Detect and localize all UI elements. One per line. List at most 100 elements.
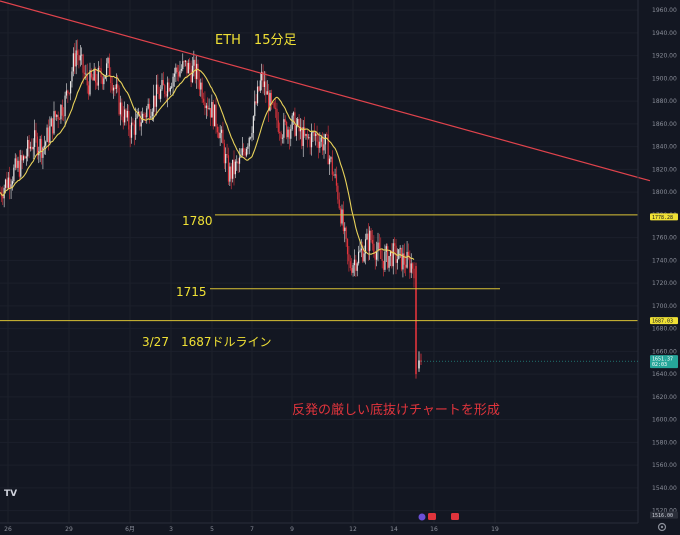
x-tick-label: 3 — [169, 526, 173, 533]
candle-body — [99, 67, 101, 69]
candle-body — [155, 84, 158, 107]
candle-body — [319, 141, 321, 148]
candle-body — [136, 113, 138, 119]
candle-body — [93, 68, 95, 81]
candle-body — [158, 93, 160, 99]
candle-body — [349, 261, 351, 269]
x-tick-label: 6月 — [125, 526, 135, 533]
calendar-event-icon[interactable] — [451, 513, 459, 520]
x-tick-label: 19 — [491, 526, 499, 533]
candle-body — [237, 161, 239, 164]
candle-body — [154, 95, 156, 107]
candle-body — [184, 60, 187, 62]
candle-body — [261, 71, 263, 81]
moving-average-line — [0, 68, 415, 261]
candle-body — [348, 254, 350, 262]
candle-body — [122, 116, 124, 123]
candle-body — [353, 259, 356, 266]
candle-body — [115, 84, 117, 90]
candle-body — [147, 103, 149, 109]
candle-body — [110, 75, 112, 83]
candle-body — [360, 248, 362, 251]
candle-body — [166, 82, 169, 97]
candle-body — [151, 111, 153, 117]
candle-body — [374, 253, 376, 260]
candle-body — [400, 247, 403, 270]
candle-body — [281, 137, 284, 139]
candle-body — [13, 167, 15, 182]
candle-body — [10, 184, 12, 189]
candle-body — [367, 233, 369, 251]
candle-body — [126, 110, 128, 118]
candle-body — [385, 246, 387, 252]
candle-body — [18, 160, 20, 177]
candle-body — [164, 85, 166, 94]
candle-body — [139, 111, 141, 127]
candle-body — [283, 119, 285, 138]
candle-body — [338, 199, 340, 209]
candle-body — [380, 248, 382, 259]
candle-body — [370, 230, 372, 241]
candle-body — [28, 139, 30, 149]
candle-body — [229, 166, 231, 182]
candle-body — [226, 154, 228, 156]
candle-body — [20, 155, 22, 177]
candle-body — [274, 107, 277, 109]
candle-body — [208, 108, 210, 110]
candle-body — [50, 118, 52, 127]
candle-body — [148, 103, 151, 119]
candle-body — [344, 227, 346, 232]
candle-body — [189, 62, 191, 70]
candle-body — [409, 257, 411, 273]
current-time-label: 02:03 — [652, 362, 667, 368]
candle-body — [406, 251, 408, 268]
candle-body — [262, 71, 264, 88]
candle-body — [22, 156, 25, 161]
candle-body — [112, 87, 115, 91]
candle-body — [201, 82, 203, 99]
candle-body — [187, 62, 189, 74]
candle-body — [324, 134, 326, 145]
candle-body — [326, 134, 328, 136]
candle-body — [298, 118, 300, 132]
candle-body — [322, 137, 324, 151]
candle-body — [340, 208, 342, 224]
x-tick-label: 26 — [4, 526, 12, 533]
y-tick-label: 1540.00 — [652, 485, 677, 492]
candle-body — [209, 108, 212, 118]
candle-body — [277, 120, 279, 132]
event-marker-icon[interactable] — [418, 513, 426, 521]
candle-body — [327, 134, 329, 165]
candle-body — [412, 263, 414, 269]
annotation-breakdown: 反発の厳しい底抜けチャートを形成 — [292, 402, 500, 418]
candle-body — [405, 264, 407, 268]
candle-body — [205, 105, 207, 109]
candle-body — [71, 71, 73, 82]
candle-body — [103, 78, 105, 85]
x-tick-label: 12 — [349, 526, 357, 533]
candle-body — [238, 157, 241, 164]
y-tick-label: 1920.00 — [652, 53, 677, 60]
candle-body — [72, 53, 74, 72]
candle-body — [43, 145, 45, 148]
settings-gear-icon[interactable] — [657, 522, 667, 532]
y-tick-label: 1840.00 — [652, 144, 677, 151]
candle-body — [291, 115, 293, 130]
candle-body — [194, 59, 196, 79]
candle-body — [124, 109, 126, 123]
candle-body — [118, 87, 120, 115]
calendar-event-icon[interactable] — [428, 513, 436, 520]
candle-body — [24, 156, 26, 159]
candle-body — [173, 73, 176, 77]
candle-body — [101, 77, 104, 85]
candle-body — [334, 174, 336, 176]
candle-body — [216, 126, 218, 133]
y-tick-label: 1880.00 — [652, 98, 677, 105]
candle-body — [133, 124, 135, 135]
candle-body — [254, 101, 256, 117]
price-badge — [650, 317, 678, 325]
candle-body — [219, 132, 221, 139]
candle-body — [418, 360, 420, 369]
candle-body — [356, 263, 358, 271]
